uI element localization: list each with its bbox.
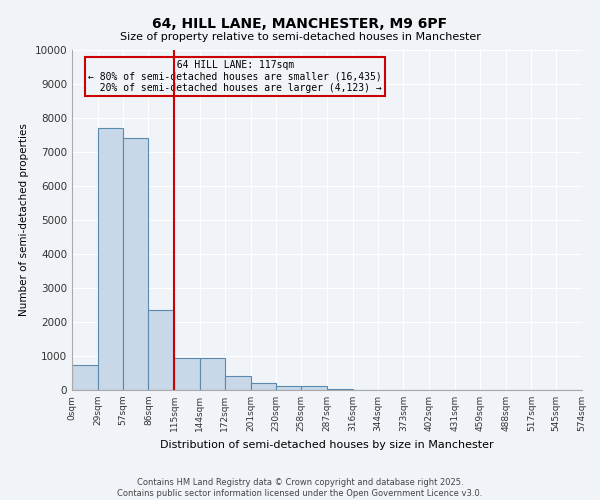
Bar: [174, 358, 200, 390]
Bar: [301, 386, 327, 390]
Bar: [98, 128, 122, 390]
Text: Contains HM Land Registry data © Crown copyright and database right 2025.
Contai: Contains HM Land Registry data © Crown c…: [118, 478, 482, 498]
Bar: [148, 310, 174, 390]
Bar: [72, 364, 98, 390]
Text: Size of property relative to semi-detached houses in Manchester: Size of property relative to semi-detach…: [119, 32, 481, 42]
Bar: [327, 388, 353, 390]
X-axis label: Distribution of semi-detached houses by size in Manchester: Distribution of semi-detached houses by …: [160, 440, 494, 450]
Text: 64 HILL LANE: 117sqm  
← 80% of semi-detached houses are smaller (16,435)
  20% : 64 HILL LANE: 117sqm ← 80% of semi-detac…: [88, 60, 382, 94]
Bar: [277, 386, 301, 390]
Bar: [225, 376, 251, 390]
Y-axis label: Number of semi-detached properties: Number of semi-detached properties: [19, 124, 29, 316]
Bar: [200, 358, 225, 390]
Bar: [251, 382, 277, 390]
Bar: [122, 138, 148, 390]
Text: 64, HILL LANE, MANCHESTER, M9 6PF: 64, HILL LANE, MANCHESTER, M9 6PF: [152, 18, 448, 32]
